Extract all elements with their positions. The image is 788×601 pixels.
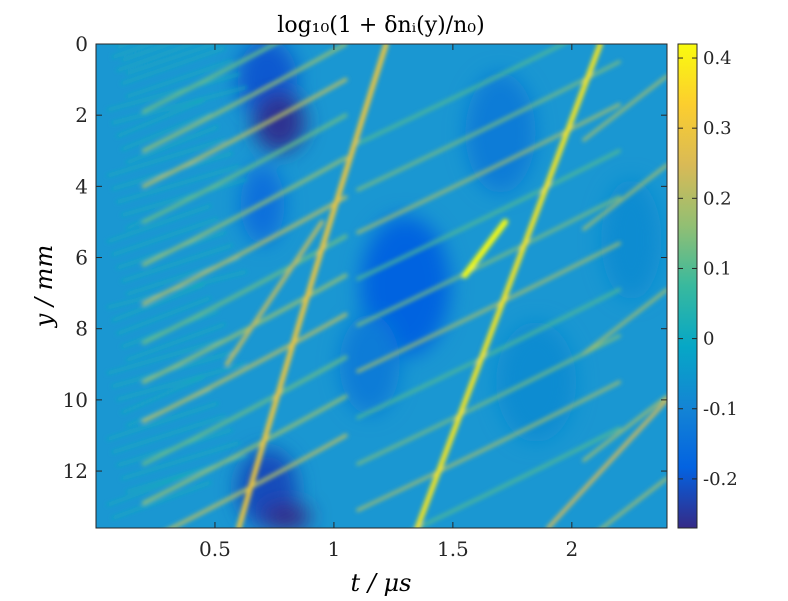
colorbar-tick-label: -0.1 <box>703 399 738 420</box>
ridge-streak <box>106 139 226 177</box>
ridge-streak <box>125 455 247 493</box>
ridge-streak <box>224 219 325 367</box>
y-axis-label: y / mm <box>30 245 58 328</box>
trough-blob <box>496 322 577 443</box>
colorbar-tick-label: 0.1 <box>703 258 732 279</box>
ridge-streak <box>121 44 173 62</box>
ridge-streak <box>582 74 667 142</box>
ridge-streak <box>125 125 219 164</box>
ridge-streak <box>582 288 667 356</box>
ridge-streak <box>106 73 240 111</box>
ridge-streak <box>141 312 348 423</box>
ridge-streak <box>111 283 205 322</box>
ridge-streak <box>111 349 240 388</box>
x-axis-ticks: 0.5 1 1.5 2 <box>199 44 578 561</box>
ridge-streak <box>121 112 212 151</box>
trough-blob <box>262 503 311 528</box>
ridge-streak <box>121 178 247 217</box>
chart-title: log₁₀(1 + δnᵢ(y)/n₀) <box>277 13 484 38</box>
y-axis-ticks: 0 2 4 6 8 10 12 <box>63 32 667 483</box>
x-tick-label: 1 <box>328 537 341 561</box>
y-tick-label: 12 <box>63 459 88 483</box>
ridge-streak <box>111 415 226 454</box>
ridge-streak <box>106 468 205 506</box>
ridge-streak <box>121 244 233 283</box>
ridge-streak <box>125 44 217 75</box>
ridge-streak <box>414 44 603 528</box>
trough-blob <box>465 72 536 193</box>
ridge-streak <box>111 44 152 59</box>
colorbar-tick-label: 0 <box>703 329 714 350</box>
ridge-streak <box>121 441 240 480</box>
ridge-streak <box>356 241 621 373</box>
ridge-streak <box>116 362 247 401</box>
ridge-streak <box>356 103 621 235</box>
ridge-streak <box>356 195 621 327</box>
y-tick-label: 10 <box>63 388 88 412</box>
ridge-streak <box>141 394 348 505</box>
y-tick-label: 2 <box>75 103 88 127</box>
ridge-streak <box>121 46 226 85</box>
ridge-streak <box>356 288 621 420</box>
heatmap-plot-area <box>96 44 667 528</box>
x-tick-label: 2 <box>565 537 578 561</box>
ridge-streak <box>111 218 219 256</box>
trough-blob <box>601 179 662 300</box>
y-tick-label: 0 <box>75 32 88 56</box>
colorbar-ticks: -0.2 -0.1 0 0.1 0.2 0.3 0.4 <box>678 48 738 490</box>
ridge-streak <box>121 376 205 414</box>
plot-frame <box>95 43 668 529</box>
ridge-streak <box>599 476 667 528</box>
x-tick-label: 1.5 <box>437 537 469 561</box>
y-tick-label: 6 <box>75 246 88 270</box>
colorbar: -0.2 -0.1 0 0.1 0.2 0.3 0.4 <box>677 43 738 529</box>
ridge-streak <box>106 204 212 243</box>
colorbar-tick-label: 0.4 <box>703 48 732 69</box>
ridge-streak <box>116 99 205 138</box>
ridge-streak <box>111 86 247 125</box>
colorbar-tick-label: 0.2 <box>703 188 732 209</box>
ridge-streak <box>236 44 389 528</box>
heatmap-ridges <box>106 44 667 528</box>
ridge-streak <box>356 44 567 146</box>
ridge-streak <box>111 481 212 520</box>
ridge-streak <box>546 398 667 528</box>
heatmap-troughs <box>237 44 662 528</box>
y-tick-label: 4 <box>75 174 88 198</box>
ridge-streak <box>141 77 348 189</box>
ridge-streak <box>141 355 348 466</box>
ridge-streak <box>125 323 226 362</box>
ridge-streak <box>414 426 621 528</box>
ridge-streak <box>141 44 279 114</box>
ridge-streak <box>125 60 233 98</box>
y-tick-label: 8 <box>75 317 88 341</box>
ridge-streak <box>356 149 621 281</box>
ridge-streak <box>356 380 621 512</box>
ridge-streak <box>116 165 240 204</box>
ridge-streak <box>141 195 348 306</box>
colorbar-tick-label: -0.2 <box>703 469 738 490</box>
ridge-streak <box>582 163 667 231</box>
ridge-streak <box>106 270 247 309</box>
ridge-streak <box>106 402 219 441</box>
ridge-streak <box>106 44 111 45</box>
colorbar-gradient <box>677 43 698 529</box>
ridge-streak <box>582 394 667 462</box>
ridge-streak <box>141 156 348 267</box>
x-axis-label: t / μs <box>351 569 412 597</box>
ridge-streak <box>461 218 509 279</box>
ridge-streak <box>141 273 348 384</box>
ridge-streak <box>116 297 212 335</box>
ridge-streak <box>106 336 233 375</box>
x-tick-label: 0.5 <box>199 537 231 561</box>
ridge-streak <box>141 44 348 153</box>
ridge-streak <box>141 113 348 224</box>
colorbar-tick-label: 0.3 <box>703 118 732 139</box>
ridge-streak <box>116 44 130 49</box>
ridge-streak <box>116 44 195 72</box>
